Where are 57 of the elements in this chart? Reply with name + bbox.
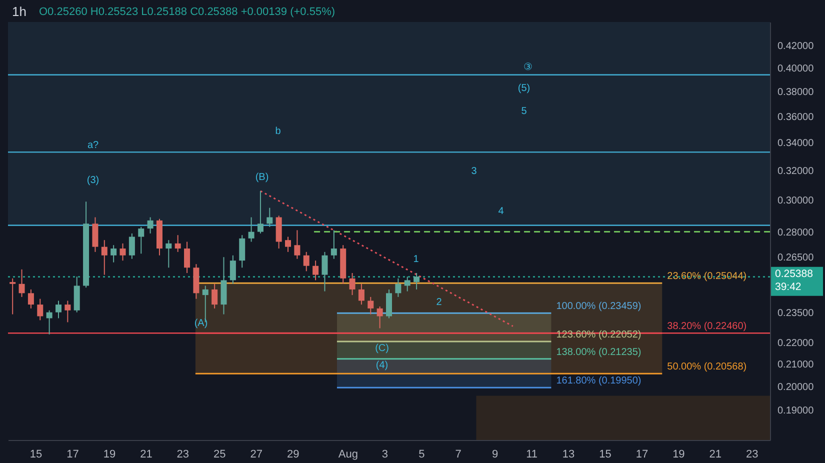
annotation: (B): [255, 172, 269, 183]
series-label: 161.80% (0.19950): [556, 376, 642, 387]
y-tick-label: 0.22000: [778, 338, 814, 350]
y-tick-label: 0.38000: [778, 86, 814, 98]
annotation: a?: [87, 140, 99, 151]
y-tick-label: 0.32000: [778, 166, 814, 177]
annotation: (5): [518, 83, 530, 94]
x-tick-label: 21: [709, 448, 722, 460]
y-tick-label: 0.36000: [778, 112, 814, 123]
series-label: 23.60% (0.25044): [667, 271, 747, 282]
x-tick-label: 25: [214, 448, 226, 460]
annotation: b: [275, 126, 282, 137]
annotation: (3): [86, 175, 100, 186]
x-tick-label: 23: [746, 448, 758, 460]
annotation: (C): [375, 343, 389, 354]
x-tick-label: 19: [672, 448, 685, 460]
y-tick-label: 0.20000: [778, 382, 814, 393]
y-tick-label: 0.34000: [778, 138, 814, 150]
annotation: (4): [376, 360, 388, 371]
x-tick-label: 19: [103, 448, 116, 460]
y-tick-label: 0.30000: [778, 196, 814, 207]
series-label: 100.00% (0.23459): [556, 301, 642, 312]
annotation: 1: [413, 254, 420, 265]
y-tick-label: 0.19000: [778, 406, 814, 417]
x-tick-label: 13: [562, 448, 575, 460]
x-tick-label: 27: [250, 448, 263, 460]
y-tick-label: 0.28000: [778, 227, 814, 238]
chart-title: 1h: [12, 4, 26, 19]
x-tick-label: 5: [418, 448, 425, 460]
chart-subtitle: O0.25260 H0.25523 L0.25188 C0.25388 +0.00139 (+0.55%): [39, 6, 336, 18]
x-tick-label: 17: [66, 448, 79, 460]
x-tick-label: 3: [382, 448, 388, 460]
y-tick-label: 0.21000: [778, 360, 814, 371]
y-tick-label: 0.42000: [778, 40, 814, 52]
series-label: 50.00% (0.20568): [667, 362, 747, 373]
x-tick-label: 11: [526, 448, 538, 460]
x-tick-label: 9: [492, 448, 498, 460]
x-tick-label: 29: [286, 448, 300, 460]
annotation: 4: [498, 206, 504, 217]
x-tick-label: 17: [636, 448, 648, 460]
y-tick-label: 0.23500: [778, 308, 814, 319]
annotation: 3: [471, 166, 478, 177]
x-tick-label: Aug: [338, 448, 358, 460]
y-tick-label: 0.40000: [778, 63, 814, 74]
x-tick-label: 23: [176, 448, 190, 460]
x-tick-label: 15: [599, 448, 612, 460]
y-tick-label: 0.26500: [778, 252, 814, 264]
annotation: ③: [524, 62, 532, 73]
x-tick-label: 15: [30, 448, 42, 460]
x-tick-label: 21: [140, 448, 152, 460]
annotation: (A): [194, 318, 208, 329]
series-label: 138.00% (0.21235): [556, 346, 642, 358]
series-label: 38.20% (0.22460): [667, 321, 747, 332]
x-tick-label: 7: [455, 448, 462, 460]
ref-line-label: 0.25388 39:42: [775, 268, 814, 293]
annotation: 5: [521, 106, 528, 117]
annotation: 2: [436, 297, 442, 308]
